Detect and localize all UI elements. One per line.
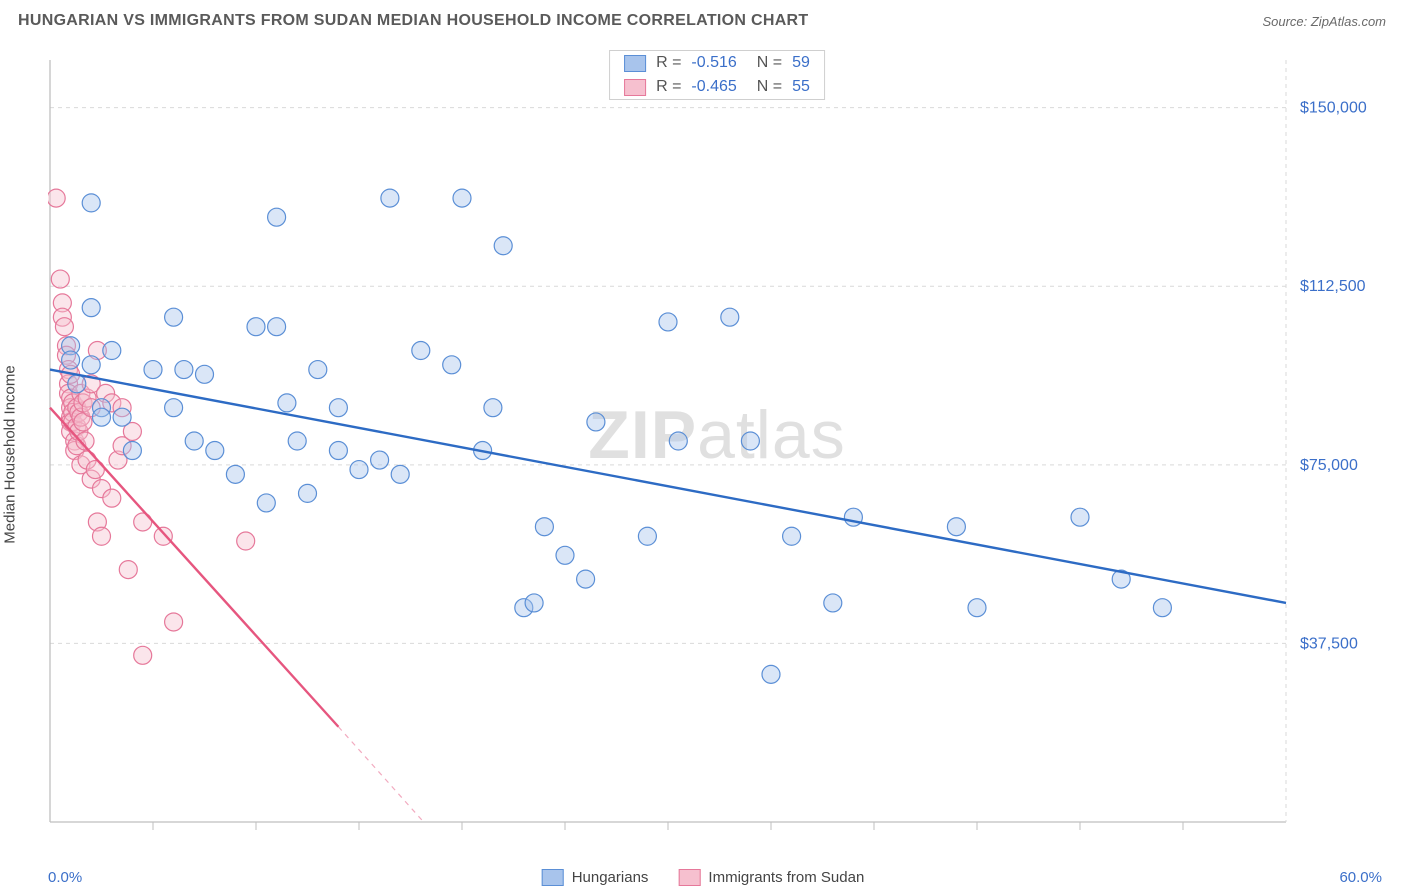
legend-label-hungarians: Hungarians bbox=[572, 869, 649, 886]
svg-text:$75,000: $75,000 bbox=[1300, 457, 1358, 474]
r-value-hungarians: -0.516 bbox=[691, 54, 736, 72]
swatch-hungarians bbox=[542, 869, 564, 886]
legend-item-hungarians: Hungarians bbox=[542, 869, 649, 886]
bottom-legend: Hungarians Immigrants from Sudan bbox=[542, 869, 865, 886]
swatch-hungarians bbox=[624, 55, 646, 72]
y-axis-label: Median Household Income bbox=[2, 365, 19, 543]
stats-legend: R = -0.516 N = 59 R = -0.465 N = 55 bbox=[609, 50, 825, 100]
svg-text:$37,500: $37,500 bbox=[1300, 635, 1358, 652]
x-max-label: 60.0% bbox=[1339, 869, 1382, 886]
x-min-label: 0.0% bbox=[48, 869, 82, 886]
chart-svg: $37,500 $75,000 $112,500 $150,000 bbox=[48, 50, 1386, 852]
n-label: N = bbox=[757, 78, 782, 96]
swatch-sudan bbox=[624, 79, 646, 96]
swatch-sudan bbox=[678, 869, 700, 886]
source-label: Source: ZipAtlas.com bbox=[1262, 14, 1386, 29]
svg-text:$150,000: $150,000 bbox=[1300, 100, 1367, 117]
r-value-sudan: -0.465 bbox=[691, 78, 736, 96]
stats-row-sudan: R = -0.465 N = 55 bbox=[610, 75, 824, 99]
stats-row-hungarians: R = -0.516 N = 59 bbox=[610, 51, 824, 75]
legend-label-sudan: Immigrants from Sudan bbox=[708, 869, 864, 886]
legend-item-sudan: Immigrants from Sudan bbox=[678, 869, 864, 886]
n-value-sudan: 55 bbox=[792, 78, 810, 96]
r-label: R = bbox=[656, 78, 681, 96]
n-value-hungarians: 59 bbox=[792, 54, 810, 72]
svg-text:$112,500: $112,500 bbox=[1300, 278, 1366, 295]
chart-title: HUNGARIAN VS IMMIGRANTS FROM SUDAN MEDIA… bbox=[18, 12, 809, 30]
n-label: N = bbox=[757, 54, 782, 72]
plot-area: ZIPatlas $37,500$75,000$112,500$150,000 … bbox=[48, 50, 1386, 852]
r-label: R = bbox=[656, 54, 681, 72]
